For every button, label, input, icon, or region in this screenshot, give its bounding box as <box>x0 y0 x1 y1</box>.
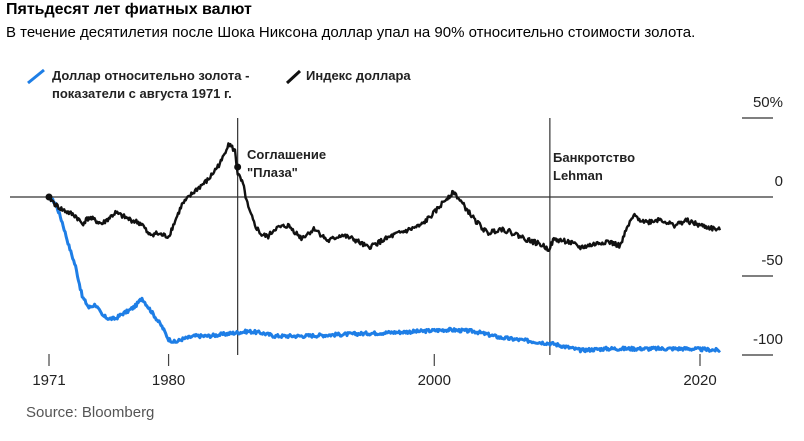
start-point-marker <box>45 193 53 201</box>
annotation-lehman-line1: Банкротство <box>553 150 635 165</box>
series-line-dollar-vs-gold <box>48 194 722 354</box>
legend-label-gold-line2: показатели с августа 1971 г. <box>52 86 232 101</box>
legend-label-dollar-index: Индекс доллара <box>306 68 411 83</box>
series-line-dollar-index <box>48 142 722 253</box>
annotation-plaza-line1: Соглашение <box>247 147 326 162</box>
y-tick-label: -100 <box>753 331 783 348</box>
plaza-point-marker <box>234 163 242 171</box>
source-label: Source: Bloomberg <box>26 404 154 421</box>
legend-swatch-gold <box>27 68 45 85</box>
legend-label-gold-line1: Доллар относительно золота - <box>52 68 249 83</box>
x-tick-label: 2000 <box>418 372 451 389</box>
chart-subtitle: В течение десятилетия после Шока Никсона… <box>6 24 696 41</box>
legend-swatch-dollar-index <box>285 69 302 85</box>
y-tick-label: 50% <box>753 94 783 111</box>
chart-title: Пятьдесят лет фиатных валют <box>6 1 252 18</box>
x-tick-label: 1971 <box>32 372 65 389</box>
x-tick-label: 2020 <box>683 372 716 389</box>
annotation-plaza-line2: "Плаза" <box>247 165 298 180</box>
annotation-lehman-line2: Lehman <box>553 168 603 183</box>
legend: Доллар относительно золота - показатели … <box>27 68 411 101</box>
y-tick-label: 0 <box>775 173 783 190</box>
x-tick-label: 1980 <box>152 372 185 389</box>
y-tick-label: -50 <box>761 252 783 269</box>
